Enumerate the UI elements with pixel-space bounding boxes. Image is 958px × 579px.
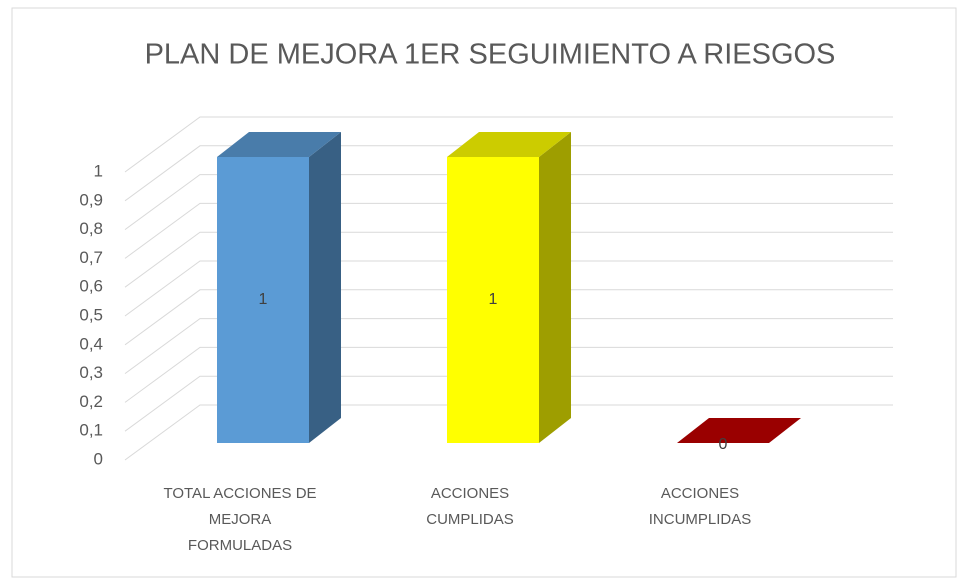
grid-line (124, 202, 893, 259)
data-label: 1 (259, 291, 268, 308)
bar-side (539, 132, 571, 443)
grid-line (124, 375, 893, 432)
bar-front (447, 157, 539, 443)
y-tick-label: 0,3 (79, 363, 103, 382)
bars (217, 132, 801, 443)
y-tick-label: 0,1 (79, 421, 103, 440)
y-tick-label: 0,5 (79, 305, 103, 324)
y-tick-label: 0,2 (79, 392, 103, 411)
x-tick-label: ACCIONES CUMPLIDAS (426, 485, 514, 528)
y-tick-label: 0,9 (79, 190, 103, 209)
bar-top (447, 132, 571, 157)
grid-line (124, 404, 893, 461)
bar-top (677, 418, 801, 443)
y-tick-label: 1 (94, 161, 103, 180)
grid-line (124, 116, 893, 173)
data-label: 1 (489, 291, 498, 308)
y-tick-label: 0,6 (79, 277, 103, 296)
data-label: 0 (719, 436, 728, 453)
y-tick-label: 0,8 (79, 219, 103, 238)
bar-top (217, 132, 341, 157)
grid-line (124, 318, 893, 375)
grid-line (124, 145, 893, 202)
bar-side (309, 132, 341, 443)
grid-line (124, 289, 893, 346)
x-tick-label: ACCIONES INCUMPLIDAS (649, 485, 752, 528)
grid (124, 116, 893, 461)
bar-front (217, 157, 309, 443)
grid-line (124, 346, 893, 403)
grid-line (124, 231, 893, 288)
chart-title: PLAN DE MEJORA 1ER SEGUIMIENTO A RIESGOS (145, 39, 836, 71)
grid-line (124, 260, 893, 317)
grid-line (124, 174, 893, 231)
y-tick-label: 0 (94, 449, 103, 468)
x-tick-label: TOTAL ACCIONES DE MEJORA FORMULADAS (163, 485, 316, 554)
y-tick-label: 0,7 (79, 248, 103, 267)
y-tick-label: 0,4 (79, 334, 103, 353)
